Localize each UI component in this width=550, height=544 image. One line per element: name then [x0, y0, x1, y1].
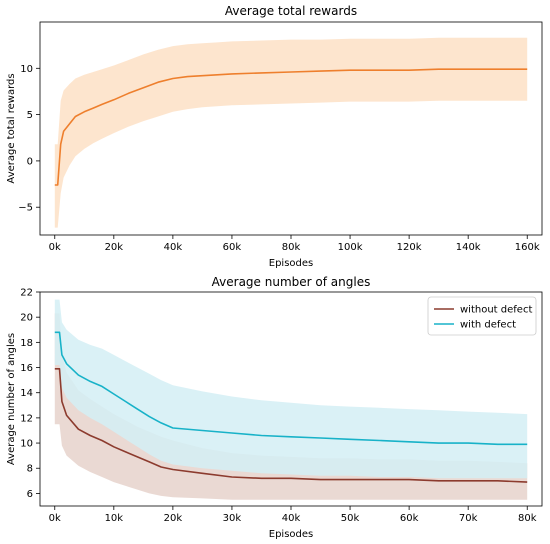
y-tick-label: 22 — [20, 288, 33, 299]
x-tick-label: 0k — [49, 242, 61, 253]
angles-plot-area: 0k 10k 20k 30k 40k 50k 60k 70k 80k 6 8 10 12 14 16 18 20… — [20, 288, 543, 524]
x-tick-label: 40k — [282, 513, 301, 524]
angles-chart-title: Average number of angles — [212, 275, 371, 289]
legend-box — [427, 296, 537, 336]
x-tick-label: 40k — [164, 242, 183, 253]
rewards-chart-title: Average total rewards — [225, 4, 357, 18]
series-line-1 — [54, 331, 528, 446]
y-tick-label: 6 — [27, 489, 33, 500]
y-tick-label: 18 — [20, 338, 33, 349]
series-line-0 — [54, 368, 528, 483]
legend-label-1: with defect — [460, 320, 516, 331]
x-tick-label: 10k — [105, 513, 124, 524]
x-tick-label: 100k — [338, 242, 363, 253]
rewards-chart-ylabel: Average total rewards — [6, 73, 17, 183]
angles-chart: Average number of angles Episodes Averag… — [6, 275, 543, 540]
series-line-0 — [54, 68, 528, 186]
x-tick-label: 160k — [515, 242, 540, 253]
angles-chart-xlabel: Episodes — [269, 529, 313, 540]
y-tick-label: 5 — [27, 110, 33, 121]
confidence-band-0 — [54, 37, 528, 228]
x-tick-label: 60k — [400, 513, 419, 524]
rewards-chart: Average total rewards Episodes Average t… — [6, 4, 543, 269]
y-tick-label: 14 — [20, 388, 33, 399]
y-tick-label: −5 — [18, 203, 33, 214]
series-group — [54, 299, 528, 500]
x-tick-label: 30k — [223, 513, 242, 524]
rewards-plot-area: 0k 20k 40k 60k 80k 100k 120k 140k 160k −5 0 5 10 — [18, 21, 543, 253]
x-tick-label: 120k — [397, 242, 422, 253]
x-tick-label: 80k — [282, 242, 301, 253]
y-tick-label: 12 — [20, 413, 33, 424]
x-tick-label: 0k — [49, 513, 61, 524]
x-tick-label: 140k — [456, 242, 481, 253]
y-tick-label: 20 — [20, 313, 33, 324]
rewards-chart-xlabel: Episodes — [269, 258, 313, 269]
x-tick-label: 60k — [223, 242, 242, 253]
x-tick-label: 20k — [105, 242, 124, 253]
angles-legend: without defect with defect — [427, 296, 537, 336]
angles-chart-ylabel: Average number of angles — [6, 333, 17, 465]
x-tick-label: 20k — [164, 513, 183, 524]
series-group — [54, 37, 528, 228]
x-tick-label: 50k — [341, 513, 360, 524]
legend-label-0: without defect — [460, 305, 532, 316]
x-tick-label: 80k — [518, 513, 537, 524]
y-tick-label: 8 — [27, 464, 33, 475]
y-tick-label: 10 — [20, 64, 33, 75]
confidence-band-1 — [54, 299, 528, 479]
x-tick-label: 70k — [459, 513, 478, 524]
y-tick-label: 10 — [20, 439, 33, 450]
y-tick-label: 0 — [27, 156, 33, 167]
y-tick-label: 16 — [20, 363, 33, 374]
